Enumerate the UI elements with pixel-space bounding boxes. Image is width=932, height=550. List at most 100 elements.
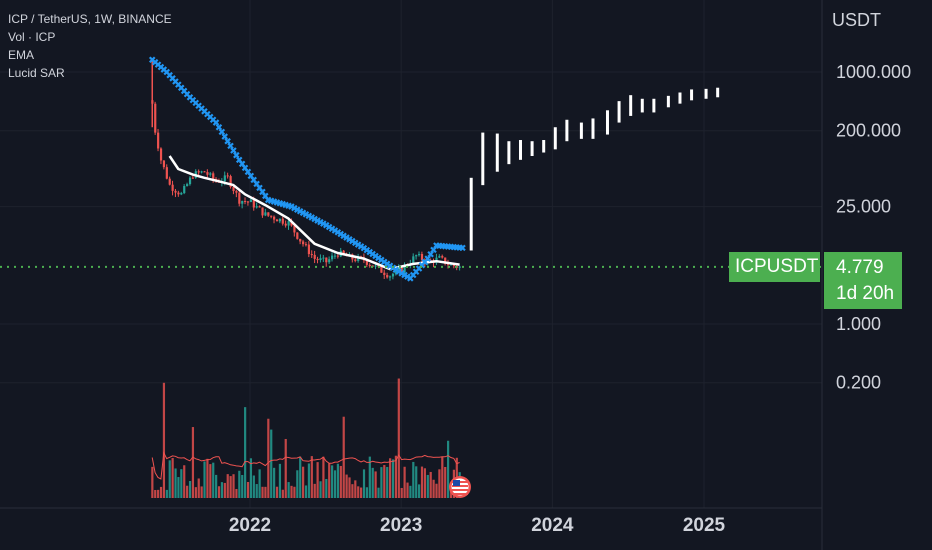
candle-body xyxy=(174,190,177,193)
candle-body xyxy=(328,259,331,263)
volume-bar xyxy=(386,466,389,498)
volume-bar xyxy=(360,487,363,498)
us-flag-icon[interactable] xyxy=(449,476,471,498)
price-axis[interactable]: 1000.000 200.000 25.000 1.000 0.200 xyxy=(836,62,911,393)
projection-bar xyxy=(507,141,511,165)
candle-body xyxy=(383,272,386,276)
volume-bar xyxy=(357,486,360,498)
ema-line xyxy=(168,155,460,271)
candle-body xyxy=(186,184,189,187)
time-tick-label: 2025 xyxy=(683,515,726,536)
volume-bar xyxy=(226,474,229,498)
candle-body xyxy=(310,254,313,256)
candle-body xyxy=(281,218,284,224)
candle-body xyxy=(290,221,293,226)
volume-bar xyxy=(296,470,299,498)
projection-bar xyxy=(678,92,682,104)
candle-body xyxy=(275,219,279,222)
volume-bar xyxy=(351,484,354,498)
flag-stripe xyxy=(452,489,468,491)
volume-bar xyxy=(267,418,270,498)
volume-bar xyxy=(354,480,357,498)
legend-volume[interactable]: Vol · ICP xyxy=(8,30,56,44)
candle-body xyxy=(252,199,255,208)
volume-bar xyxy=(307,463,311,498)
projection-bar xyxy=(605,110,609,135)
candle-body xyxy=(322,257,325,259)
volume-bar xyxy=(409,485,412,498)
volume-bar xyxy=(284,438,287,498)
candle-body xyxy=(325,257,328,263)
candle-body xyxy=(284,223,287,226)
time-axis[interactable]: 2022 2023 2024 2025 xyxy=(229,515,726,536)
volume-bar xyxy=(174,468,177,498)
projection-bar xyxy=(553,127,557,150)
candle-body xyxy=(444,257,447,264)
candle-body xyxy=(183,186,186,194)
volume-bar xyxy=(194,487,197,498)
projection-bar xyxy=(591,118,595,139)
volume-bar xyxy=(293,486,296,498)
volume-bar xyxy=(418,484,421,498)
volume-bar xyxy=(423,468,427,498)
volume-bar xyxy=(157,489,160,498)
candle-body xyxy=(235,191,238,193)
volume-bar xyxy=(209,464,212,498)
candle-body xyxy=(226,175,229,177)
candle-body xyxy=(342,250,345,254)
candle-body xyxy=(296,232,299,239)
volume-bar xyxy=(441,456,444,498)
candle-body xyxy=(273,216,276,220)
volume-bar xyxy=(270,429,273,498)
volume-bar xyxy=(380,467,383,498)
time-tick-label: 2024 xyxy=(531,515,574,536)
sar-marker xyxy=(224,137,231,145)
candle-body xyxy=(420,254,424,260)
candle-body xyxy=(255,206,258,208)
volume-bar xyxy=(191,427,195,498)
candle-body xyxy=(238,192,241,204)
candle-body xyxy=(438,256,441,258)
legend-ema[interactable]: EMA xyxy=(8,48,35,62)
candle-body xyxy=(397,267,400,270)
sar-markers xyxy=(148,56,466,282)
candle-body xyxy=(357,256,360,261)
volume-bar xyxy=(420,466,424,498)
volume-bar xyxy=(290,485,293,498)
projection-bar xyxy=(495,133,499,172)
legend-symbol[interactable]: ICP / TetherUS, 1W, BINANCE xyxy=(8,12,172,26)
volume-bar xyxy=(203,461,206,498)
candle-body xyxy=(180,193,183,195)
volume-bar xyxy=(252,475,255,498)
projection-bar xyxy=(617,101,621,123)
candle-body xyxy=(374,265,377,267)
volume-bar xyxy=(374,471,377,498)
volume-bar xyxy=(325,478,328,498)
candle-body xyxy=(336,255,340,257)
sar-marker xyxy=(218,128,226,136)
volume-bar xyxy=(278,463,282,498)
volume-bar xyxy=(151,466,154,498)
volume-bar xyxy=(232,474,235,498)
legend-sar[interactable]: Lucid SAR xyxy=(8,66,65,80)
candle-body xyxy=(302,241,305,245)
volume-bar xyxy=(394,455,398,498)
grid-lines xyxy=(0,0,822,508)
projection-bar xyxy=(704,88,708,99)
volume-bar xyxy=(183,465,186,498)
volume-bar xyxy=(244,407,247,498)
candle-body xyxy=(191,177,195,179)
volume-bar xyxy=(371,467,374,498)
projection-bar xyxy=(530,141,534,156)
candle-body xyxy=(206,172,209,175)
volume-bar xyxy=(197,478,200,498)
volume-bar xyxy=(339,465,342,498)
volume-bar xyxy=(255,484,258,498)
sar-marker xyxy=(221,133,229,140)
volume-bar xyxy=(281,489,284,498)
volume-bar xyxy=(165,489,168,498)
candle-body xyxy=(368,264,371,266)
candle-body xyxy=(458,266,461,268)
volume-bar xyxy=(345,474,348,498)
volume-bar xyxy=(435,483,438,498)
